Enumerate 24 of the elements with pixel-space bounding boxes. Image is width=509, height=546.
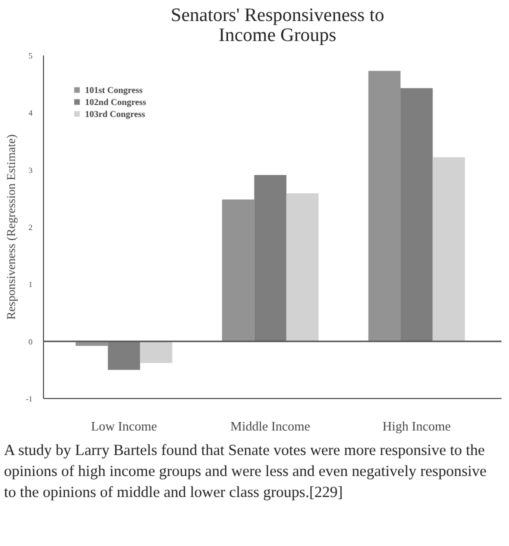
y-tick-label: 0 (28, 337, 32, 346)
y-tick-label: 2 (28, 222, 32, 232)
bar (254, 174, 286, 342)
legend-label: 101st Congress (85, 84, 143, 95)
bar (140, 341, 172, 363)
legend-label: 103rd Congress (85, 108, 146, 119)
y-tick-label: 3 (28, 166, 32, 175)
x-tick-label: Low Income (90, 418, 158, 434)
y-tick-label: 5 (28, 51, 32, 60)
bar (286, 193, 319, 342)
y-tick-label: 4 (28, 108, 32, 118)
y-tick-label: -1 (26, 394, 33, 404)
bar (400, 88, 433, 342)
bar (368, 70, 401, 342)
legend-label: 102nd Congress (85, 96, 146, 107)
bar (108, 341, 140, 370)
bar (222, 199, 254, 342)
bar (432, 157, 465, 342)
chart-title: Senators' Responsiveness to Income Groups (170, 5, 386, 46)
x-tick-label: Middle Income (230, 418, 310, 434)
y-axis-title: Responsiveness (Regression Estimate) (4, 134, 18, 320)
text: A study by Larry Bartels found that Senate votes were more responsive to the opinions of high income groups and were less and even negatively responsive to the opinions of middle and lower class groups.[229] (4, 440, 488, 503)
y-tick-label: 1 (28, 280, 32, 290)
x-tick-label: High Income (382, 418, 451, 434)
